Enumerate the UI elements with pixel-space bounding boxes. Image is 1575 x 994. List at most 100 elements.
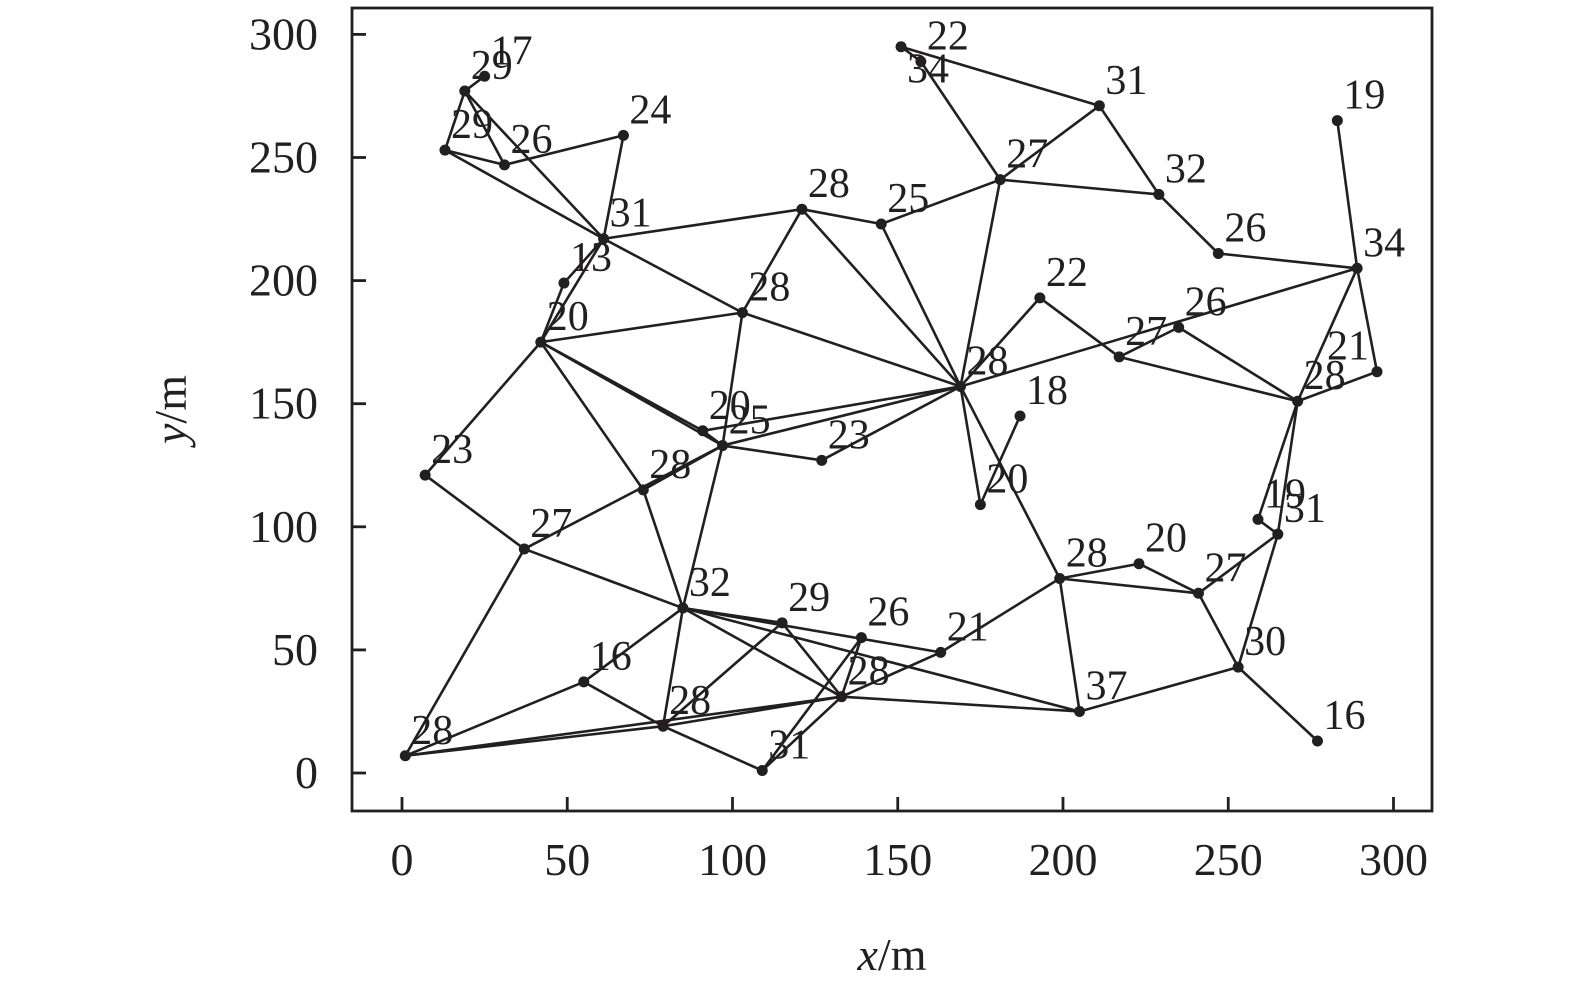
node-value-label: 17: [491, 28, 533, 74]
network-node: [1252, 513, 1264, 525]
network-edge: [722, 444, 822, 462]
network-edge: [959, 386, 982, 505]
network-edge: [444, 148, 505, 167]
network-edge: [781, 622, 843, 698]
node-value-label: 28: [1066, 531, 1108, 577]
network-node: [756, 765, 768, 777]
network-edge: [1138, 562, 1200, 595]
node-value-label: 21: [947, 604, 989, 650]
network-edge: [1236, 533, 1280, 668]
network-edge: [602, 135, 625, 239]
node-value-label: 28: [808, 161, 850, 207]
node-value-label: 24: [629, 87, 671, 133]
network-edge: [1059, 562, 1140, 580]
network-node: [796, 203, 808, 215]
network-edge: [940, 577, 1061, 654]
node-value-label: 23: [431, 427, 473, 473]
node-value-label: 21: [1327, 324, 1369, 370]
network-edge: [979, 415, 1022, 506]
x-axis-ticks: 0 50 100 150 200 250 300: [391, 797, 1428, 885]
network-node: [717, 440, 729, 452]
network-node: [875, 218, 887, 230]
network-edge: [523, 547, 684, 610]
network-edge: [1059, 577, 1199, 595]
network-node: [836, 691, 848, 703]
network-edge: [1118, 355, 1298, 403]
network-node: [558, 277, 570, 289]
node-value-label: 28: [411, 708, 453, 754]
network-edge: [1237, 666, 1319, 742]
network-node: [974, 499, 986, 511]
node-value-label: 28: [649, 442, 691, 488]
network-edge: [841, 651, 942, 698]
network-node: [1272, 528, 1284, 540]
node-value-label: 31: [1105, 58, 1147, 104]
network-edge: [583, 680, 664, 728]
node-value-label: 26: [510, 117, 552, 163]
network-node: [955, 380, 967, 392]
node-value-label: 28: [967, 338, 1009, 384]
network-node: [1093, 100, 1105, 112]
node-value-label: 25: [887, 176, 929, 222]
network-edge: [821, 385, 962, 462]
node-value-label: 26: [1224, 206, 1266, 252]
network-edge: [840, 637, 863, 698]
node-value-label: 25: [729, 398, 771, 444]
network-edge: [682, 606, 783, 625]
network-node: [1212, 248, 1224, 260]
network-edge: [463, 90, 605, 240]
node-value-label: 28: [1304, 353, 1346, 399]
x-tick-label: 250: [1194, 834, 1263, 885]
node-value-label: 26: [867, 590, 909, 636]
network-edge: [1157, 193, 1220, 255]
node-value-label: 27: [1125, 309, 1167, 355]
network-edge: [662, 621, 783, 728]
node-value-label: 20: [986, 457, 1028, 503]
network-edge: [539, 282, 566, 343]
node-value-label: 22: [927, 13, 969, 59]
network-node: [736, 307, 748, 319]
network-node: [776, 617, 788, 629]
node-value-label: 37: [1086, 663, 1128, 709]
network-edge: [662, 725, 763, 772]
network-edge: [540, 311, 743, 344]
node-value-label: 19: [1264, 471, 1306, 517]
network-edge: [642, 444, 724, 492]
node-value-label: 28: [848, 649, 890, 695]
network-edge: [999, 104, 1101, 181]
y-tick-label: 0: [295, 747, 318, 798]
network-node: [479, 70, 491, 82]
y-axis-variable: y: [145, 423, 196, 448]
network-edge: [539, 238, 605, 343]
y-tick-label: 300: [249, 8, 318, 59]
network-edge: [1256, 400, 1299, 520]
node-value-label: 31: [1284, 486, 1326, 532]
network-node: [535, 336, 547, 348]
network-edge: [761, 636, 863, 772]
edge-layer: [404, 45, 1379, 772]
network-edge: [741, 208, 804, 314]
network-edge: [1355, 268, 1379, 372]
network-edge: [504, 134, 624, 167]
network-edge: [1197, 533, 1279, 595]
network-node: [498, 159, 510, 171]
network-edge: [404, 680, 585, 757]
network-edge: [702, 385, 961, 433]
network-edge: [959, 296, 1041, 388]
network-edge: [880, 223, 962, 388]
node-value-label: 16: [1323, 693, 1365, 739]
network-node: [1371, 366, 1383, 378]
network-edge: [1197, 592, 1240, 668]
network-node: [1153, 188, 1165, 200]
node-layer: [399, 41, 1383, 777]
y-tick-label: 250: [249, 132, 318, 183]
node-value-label: 32: [1165, 146, 1207, 192]
y-tick-label: 100: [249, 501, 318, 552]
node-value-label: 18: [1026, 368, 1068, 414]
network-node: [816, 454, 828, 466]
node-value-label: 27: [1205, 545, 1247, 591]
node-value-label: 28: [748, 265, 790, 311]
network-edge: [801, 207, 882, 226]
network-node: [677, 602, 689, 614]
